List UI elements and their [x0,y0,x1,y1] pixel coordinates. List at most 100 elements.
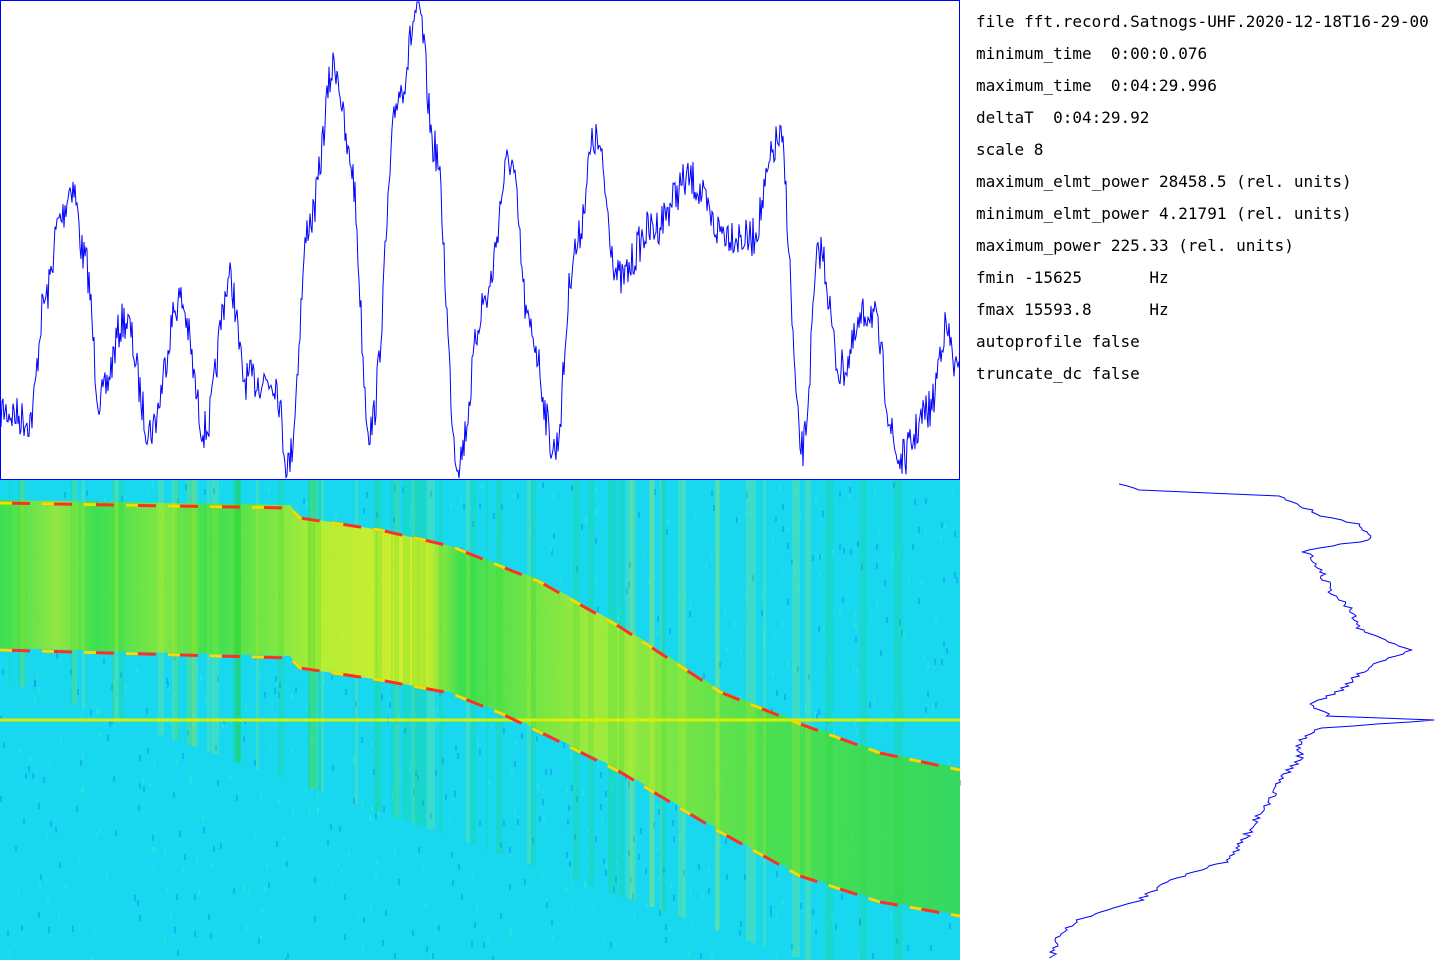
noise-speck [869,702,871,708]
info-line: maximum_elmt_power 28458.5 (rel. units) [976,172,1352,191]
noise-speck [605,870,607,876]
noise-speck [782,900,784,906]
noise-speck [615,876,617,882]
noise-speck [638,512,640,518]
noise-speck [812,909,814,915]
noise-speck [689,602,691,608]
noise-speck [876,544,878,550]
noise-speck [339,826,341,832]
noise-speck [818,637,820,643]
noise-speck [362,945,364,951]
noise-speck [553,533,555,539]
noise-speck [956,577,958,583]
noise-speck [865,738,867,744]
noise-speck [935,702,937,708]
noise-speck [409,519,411,525]
noise-speck [948,760,950,766]
noise-speck [570,753,572,759]
noise-speck [597,763,599,769]
noise-speck [874,491,876,497]
noise-speck [211,862,213,868]
noise-speck [331,674,333,680]
noise-speck [58,911,60,917]
stripe [175,480,179,741]
noise-speck [34,697,36,703]
noise-speck [452,880,454,886]
noise-speck [613,886,615,892]
noise-speck [70,669,72,675]
stripe [234,480,241,762]
noise-speck [927,663,929,669]
noise-speck [179,831,181,837]
noise-speck [500,913,502,919]
noise-speck [818,709,820,715]
noise-speck [857,958,859,960]
noise-speck [46,832,48,838]
noise-speck [203,827,205,833]
noise-speck [266,862,268,868]
lower-trace-hi [0,648,961,918]
noise-speck [940,534,942,540]
noise-speck [787,543,789,549]
noise-speck [683,870,685,876]
noise-speck [657,616,659,622]
noise-speck [648,579,650,585]
noise-speck [930,945,932,951]
noise-speck [813,925,815,931]
noise-speck [72,654,74,660]
noise-speck [32,773,34,779]
stripe [746,480,751,941]
noise-speck [317,806,319,812]
noise-speck [355,701,357,707]
noise-speck [200,676,202,682]
noise-speck [404,728,406,734]
noise-speck [458,864,460,870]
noise-speck [509,932,511,938]
noise-speck [454,791,456,797]
noise-speck [517,819,519,825]
noise-speck [601,817,603,823]
noise-speck [551,920,553,926]
noise-speck [734,621,736,627]
noise-speck [114,680,116,686]
noise-speck [932,705,934,711]
noise-speck [584,880,586,886]
noise-speck [2,669,4,675]
stripe [611,480,617,894]
noise-speck [841,894,843,900]
info-line: fmax 15593.8 Hz [976,300,1169,319]
noise-speck [398,714,400,720]
noise-speck [194,931,196,937]
noise-speck [115,830,117,836]
noise-speck [895,702,897,708]
noise-speck [291,747,293,753]
noise-speck [876,601,878,607]
stripe [256,480,259,770]
noise-speck [276,841,278,847]
noise-speck [912,544,914,550]
noise-speck [204,489,206,495]
noise-speck [99,732,101,738]
stripe [439,480,443,834]
noise-speck [345,689,347,695]
noise-speck [501,504,503,510]
stripe [192,480,198,747]
noise-speck [152,482,154,488]
noise-speck [278,692,280,698]
stripe [619,480,624,897]
noise-speck [143,786,145,792]
noise-speck [595,836,597,842]
noise-speck [626,588,628,594]
noise-speck [914,499,916,505]
noise-speck [275,676,277,682]
noise-speck [600,804,602,810]
noise-speck [703,673,705,679]
noise-speck [279,682,281,688]
noise-speck [714,919,716,925]
noise-speck [109,721,111,727]
noise-speck [719,843,721,849]
noise-speck [825,885,827,891]
stripe [412,480,419,824]
noise-speck [628,582,630,588]
noise-speck [19,748,21,754]
